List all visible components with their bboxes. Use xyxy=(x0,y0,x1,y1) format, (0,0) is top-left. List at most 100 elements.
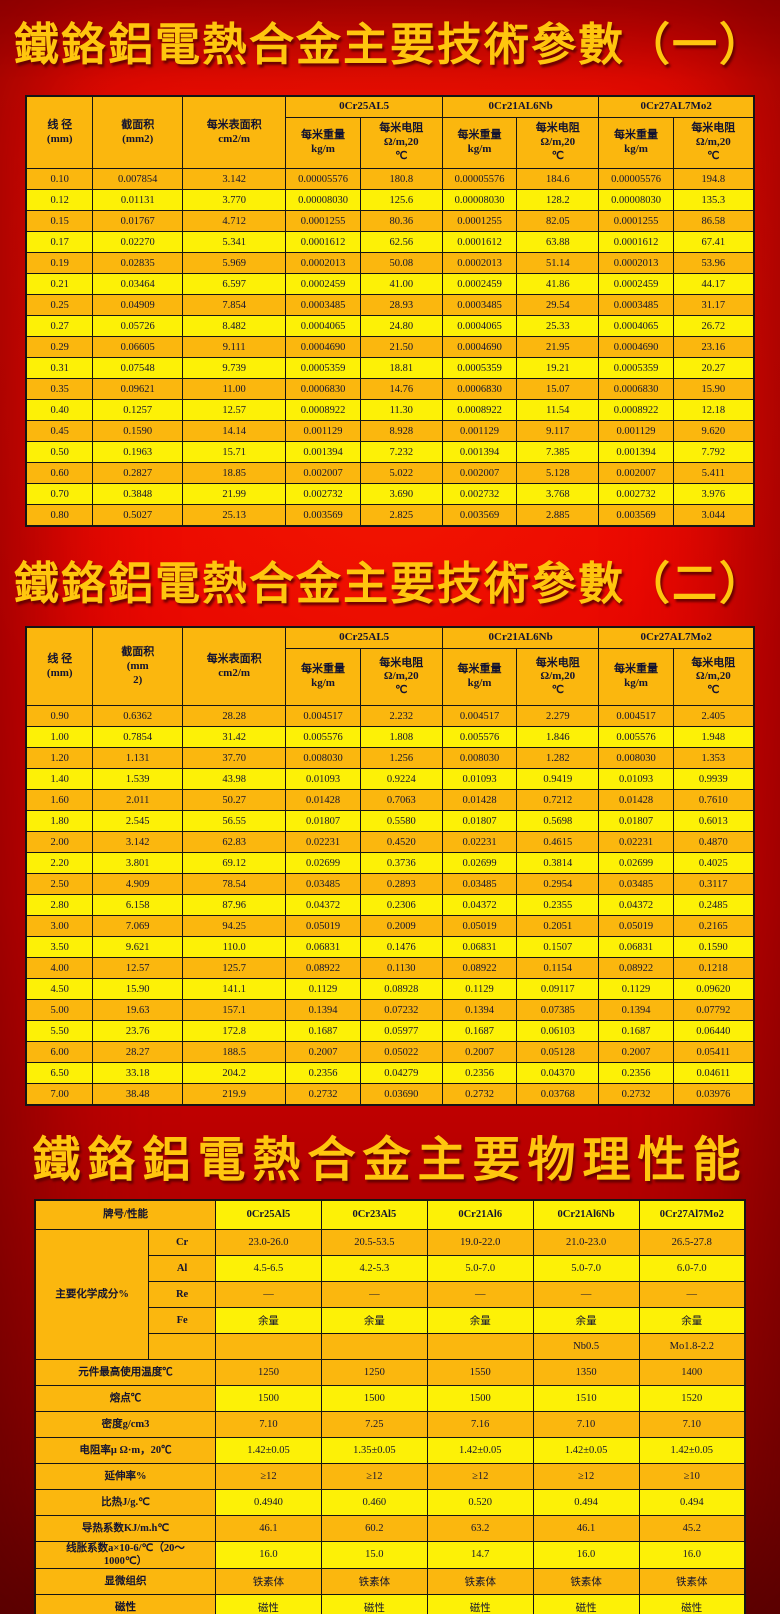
data-row: 0.15 0.01767 4.712 0.0001255 80.36 0.0001255 8… xyxy=(25,210,755,233)
table-cell: 0.0002459 xyxy=(441,273,518,296)
data-row: 0.29 0.06605 9.111 0.0004690 21.50 0.0004690 2… xyxy=(25,336,755,359)
table-cell: 0.001394 xyxy=(441,441,518,464)
table-cell: 0.1476 xyxy=(359,936,443,959)
table-cell: 43.98 xyxy=(181,768,287,791)
table-cell: 0.06831 xyxy=(598,936,674,959)
table-cell: 铁素体 xyxy=(426,1568,534,1596)
data-row: 0.40 0.1257 12.57 0.0008922 11.30 0.0008922 11… xyxy=(25,399,755,422)
data-row: 5.50 23.76 172.8 0.1687 0.05977 0.1687 0.06103… xyxy=(25,1020,755,1043)
table-cell: 0.1507 xyxy=(516,936,600,959)
table-cell: 15.90 xyxy=(672,378,755,401)
table-cell: 53.96 xyxy=(672,252,755,275)
table-cell: 0.2306 xyxy=(359,894,443,917)
table-cell: 0.08928 xyxy=(359,978,443,1001)
table-cell: 0.4940 xyxy=(215,1488,322,1516)
table-cell: 0.01767 xyxy=(92,210,183,233)
table-cell: 0.12 xyxy=(25,189,94,212)
chem-row: 主要化学成分% Cr 23.0-26.0 20.5-53.5 19.0-22.0 21.0… xyxy=(34,1228,746,1360)
table-cell xyxy=(320,1332,428,1360)
table-cell: 20.5-53.5 xyxy=(320,1228,428,1256)
table-cell: 8.482 xyxy=(181,315,287,338)
data-row: 0.50 0.1963 15.71 0.001394 7.232 0.001394 7.38… xyxy=(25,441,755,464)
table-cell: 14.76 xyxy=(359,378,443,401)
table-cell: 铁素体 xyxy=(320,1568,428,1596)
table-cell: 0.1130 xyxy=(359,957,443,980)
table-cell: 0.001394 xyxy=(598,441,674,464)
table-cell: 0.01093 xyxy=(285,768,361,791)
table-cell: 19.0-22.0 xyxy=(426,1228,534,1256)
table-cell: 0.005576 xyxy=(285,726,361,749)
table-cell xyxy=(426,1332,534,1360)
data-row: 0.27 0.05726 8.482 0.0004065 24.80 0.0004065 2… xyxy=(25,315,755,338)
data-row: 0.19 0.02835 5.969 0.0002013 50.08 0.0002013 5… xyxy=(25,252,755,275)
table-cell: 0.70 xyxy=(25,483,94,506)
alloy-header: 0Cr23Al5 xyxy=(320,1199,428,1230)
data-row: 0.31 0.07548 9.739 0.0005359 18.81 0.0005359 1… xyxy=(25,357,755,380)
table-cell: 5.022 xyxy=(359,462,443,485)
element-label: Fe xyxy=(148,1306,216,1334)
table-cell: 0.06605 xyxy=(92,336,183,359)
table-cell: 3.142 xyxy=(92,831,183,854)
table-cell: 0.520 xyxy=(426,1488,534,1516)
table-cell: 63.88 xyxy=(516,231,600,254)
property-row: 电阻率μ Ω·m，20℃ 1.42±0.05 1.35±0.05 1.42±0.05 1… xyxy=(34,1436,746,1464)
table-cell: 86.58 xyxy=(672,210,755,233)
table-cell: 7.854 xyxy=(181,294,287,317)
header-row-alloys: 线 径 (mm) 截面积 (mm2) 每米表面积 cm2/m 0Cr25AL5 0Cr2… xyxy=(25,95,755,170)
chem-row: Fe 余量 余量 余量 余量 余量 xyxy=(35,1306,746,1334)
table-cell: 余量 xyxy=(638,1306,746,1334)
chem-row: Al 4.5-6.5 4.2-5.3 5.0-7.0 5.0-7.0 6.0-7.0 xyxy=(35,1254,746,1282)
table-cell: 69.12 xyxy=(181,852,287,875)
table-cell: 4.00 xyxy=(25,957,94,980)
table-cell: 11.00 xyxy=(181,378,287,401)
table-cell: 3.044 xyxy=(672,504,755,527)
table-cell: 0.7610 xyxy=(672,789,755,812)
column-header: 每米表面积 cm2/m xyxy=(181,626,287,707)
table-cell: 1.20 xyxy=(25,747,94,770)
table-cell: 0.0003485 xyxy=(598,294,674,317)
table-cell: 0.0003485 xyxy=(285,294,361,317)
header-row-sub: 每米重量 kg/m 每米电阻 Ω/m,20 ℃ 每米重量 kg/m 每米电阻 Ω/m,… xyxy=(26,648,755,707)
table-cell: 0.06831 xyxy=(441,936,518,959)
data-row: 0.60 0.2827 18.85 0.002007 5.022 0.002007 5.12… xyxy=(25,462,755,485)
table-cell: ≥12 xyxy=(215,1462,322,1490)
table-cell: 0.80 xyxy=(25,504,94,527)
alloy-header: 0Cr27AL7Mo2 xyxy=(598,626,755,650)
chem-group-label: 主要化学成分% xyxy=(34,1228,150,1360)
table-cell: 128.2 xyxy=(516,189,600,212)
data-row: 0.12 0.01131 3.770 0.00008030 125.6 0.0000803… xyxy=(25,189,755,212)
table-cell: 0.01428 xyxy=(441,789,518,812)
table-cell: 0.02231 xyxy=(598,831,674,854)
element-label: Re xyxy=(148,1280,216,1308)
table-cell: 0.03464 xyxy=(92,273,183,296)
table-cell: 0.01131 xyxy=(92,189,183,212)
table-cell: 0.10 xyxy=(25,168,94,191)
table-cell: 0.001129 xyxy=(598,420,674,443)
table-cell: 0.03690 xyxy=(359,1083,443,1106)
table-cell: 7.385 xyxy=(516,441,600,464)
property-row: 磁性 磁性 磁性 磁性 磁性 磁性 xyxy=(34,1594,746,1614)
table-cell: 1.40 xyxy=(25,768,94,791)
table-cell: 0.01428 xyxy=(598,789,674,812)
table-cell: 28.93 xyxy=(359,294,443,317)
table-cell: 1.42±0.05 xyxy=(215,1436,322,1464)
table-cell: 12.57 xyxy=(92,957,183,980)
table-cell: 0.2732 xyxy=(441,1083,518,1106)
table-cell: 0.00005576 xyxy=(598,168,674,191)
table-cell: Mo1.8-2.2 xyxy=(638,1332,746,1360)
table-cell: 6.0-7.0 xyxy=(638,1254,746,1282)
table-cell: 0.0003485 xyxy=(441,294,518,317)
table-cell: 0.27 xyxy=(25,315,94,338)
table-cell: — xyxy=(320,1280,428,1308)
table-cell: 0.08922 xyxy=(441,957,518,980)
table-cell: 26.72 xyxy=(672,315,755,338)
alloy-header: 0Cr21Al6Nb xyxy=(532,1199,640,1230)
alloy-header: 0Cr21AL6Nb xyxy=(441,626,600,650)
table-cell: 6.597 xyxy=(181,273,287,296)
table-cell: 0.01093 xyxy=(441,768,518,791)
table-cell: 磁性 xyxy=(426,1594,534,1614)
sub-header: 每米重量 kg/m xyxy=(441,117,518,170)
table-cell: 11.30 xyxy=(359,399,443,422)
table-cell: 0.7212 xyxy=(516,789,600,812)
table-cell: 0.0004065 xyxy=(598,315,674,338)
